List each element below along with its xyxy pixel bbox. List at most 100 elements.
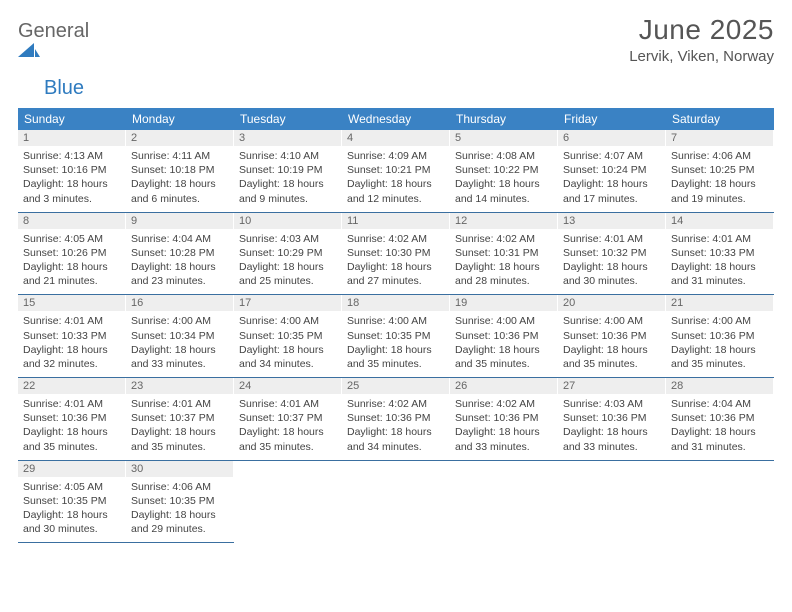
sunset-line: Sunset: 10:28 PM [131,247,214,259]
sunset-line: Sunset: 10:36 PM [563,412,646,424]
sunset-line: Sunset: 10:36 PM [455,412,538,424]
sunrise-line: Sunrise: 4:01 AM [563,233,643,245]
day-details: Sunrise: 4:06 AMSunset: 10:35 PMDaylight… [126,477,234,543]
week-row: 1Sunrise: 4:13 AMSunset: 10:16 PMDayligh… [18,130,774,212]
day-number: 15 [18,295,126,311]
calendar-table: Sunday Monday Tuesday Wednesday Thursday… [18,108,774,543]
day-number: 22 [18,378,126,394]
day-cell: 27Sunrise: 4:03 AMSunset: 10:36 PMDaylig… [558,378,666,461]
day-cell [450,460,558,543]
logo-word1: General [18,20,89,42]
week-row: 29Sunrise: 4:05 AMSunset: 10:35 PMDaylig… [18,460,774,543]
day-cell: 17Sunrise: 4:00 AMSunset: 10:35 PMDaylig… [234,295,342,378]
daylight-line: Daylight: 18 hours and 12 minutes. [347,178,432,204]
week-row: 8Sunrise: 4:05 AMSunset: 10:26 PMDayligh… [18,212,774,295]
daylight-line: Daylight: 18 hours and 25 minutes. [239,261,324,287]
day-details: Sunrise: 4:00 AMSunset: 10:36 PMDaylight… [450,311,558,377]
daylight-line: Daylight: 18 hours and 28 minutes. [455,261,540,287]
day-number: 24 [234,378,342,394]
daylight-line: Daylight: 18 hours and 9 minutes. [239,178,324,204]
day-cell: 5Sunrise: 4:08 AMSunset: 10:22 PMDayligh… [450,130,558,212]
day-number: 10 [234,213,342,229]
sunrise-line: Sunrise: 4:05 AM [23,233,103,245]
day-details: Sunrise: 4:03 AMSunset: 10:36 PMDaylight… [558,394,666,460]
daylight-line: Daylight: 18 hours and 17 minutes. [563,178,648,204]
sunrise-line: Sunrise: 4:01 AM [671,233,751,245]
daylight-line: Daylight: 18 hours and 30 minutes. [23,509,108,535]
daylight-line: Daylight: 18 hours and 35 minutes. [563,344,648,370]
sunset-line: Sunset: 10:36 PM [23,412,106,424]
header: General Blue June 2025 Lervik, Viken, No… [18,14,774,100]
day-cell: 29Sunrise: 4:05 AMSunset: 10:35 PMDaylig… [18,460,126,543]
sunrise-line: Sunrise: 4:08 AM [455,150,535,162]
day-cell: 16 Sunrise: 4:00 AM Sunset: 10:34 PM Daylig… [126,295,234,378]
day-number: 14 [666,213,774,229]
sunset-line: Sunset: 10:35 PM [347,330,430,342]
day-details: Sunrise: 4:00 AMSunset: 10:36 PMDaylight… [666,311,774,377]
day-number: 13 [558,213,666,229]
sunrise-line: Sunrise: 4:06 AM [671,150,751,162]
daylight-line: Daylight: 18 hours and 35 minutes. [239,426,324,452]
day-number: 12 [450,213,558,229]
day-cell: 2Sunrise: 4:11 AMSunset: 10:18 PMDayligh… [126,130,234,212]
sunrise-line: Sunrise: 4:02 AM [455,398,535,410]
sunset-line: Sunset: 10:36 PM [671,412,754,424]
day-number: 25 [342,378,450,394]
day-number: 7 [666,130,774,146]
sunrise-line: Sunrise: 4:11 AM [131,150,210,162]
month-title: June 2025 [629,14,774,46]
logo: General Blue [18,14,89,100]
sunset-line: Sunset: 10:35 PM [131,495,214,507]
day-details: Sunrise: 4:09 AMSunset: 10:21 PMDaylight… [342,146,450,212]
day-cell: 1Sunrise: 4:13 AMSunset: 10:16 PMDayligh… [18,130,126,212]
weekday-header-row: Sunday Monday Tuesday Wednesday Thursday… [18,108,774,130]
sunset-line: Sunset: 10:24 PM [563,164,646,176]
day-number: 19 [450,295,558,311]
daylight-line: Daylight: 18 hours and 34 minutes. [239,344,324,370]
day-cell: 24Sunrise: 4:01 AMSunset: 10:37 PMDaylig… [234,378,342,461]
daylight-line: Daylight: 18 hours and 31 minutes. [671,426,756,452]
sunset-line: Sunset: 10:36 PM [563,330,646,342]
day-details: Sunrise: 4:00 AMSunset: 10:35 PMDaylight… [342,311,450,377]
logo-sail-icon [18,43,89,59]
sunrise-line: Sunrise: 4:01 AM [23,398,103,410]
sunset-line: Sunset: 10:29 PM [239,247,322,259]
day-cell [666,460,774,543]
daylight-line: Daylight: 18 hours and 35 minutes. [671,344,756,370]
daylight-line: Daylight: 18 hours and 33 minutes. [131,344,216,370]
sunset-line: Sunset: 10:34 PM [131,330,214,342]
day-cell: 11Sunrise: 4:02 AMSunset: 10:30 PMDaylig… [342,212,450,295]
sunrise-line: Sunrise: 4:00 AM [131,315,211,327]
day-cell: 28 Sunrise: 4:04 AM Sunset: 10:36 PM Daylig… [666,378,774,461]
day-cell: 14Sunrise: 4:01 AMSunset: 10:33 PMDaylig… [666,212,774,295]
daylight-line: Daylight: 18 hours and 21 minutes. [23,261,108,287]
day-number: 2 [126,130,234,146]
day-number: 16 [126,295,234,311]
sunrise-line: Sunrise: 4:01 AM [239,398,319,410]
day-details: Sunrise: 4:01 AMSunset: 10:33 PMDaylight… [666,229,774,295]
weekday-header: Tuesday [234,108,342,130]
sunrise-line: Sunrise: 4:01 AM [23,315,103,327]
day-cell: 15Sunrise: 4:01 AMSunset: 10:33 PMDaylig… [18,295,126,378]
sunrise-line: Sunrise: 4:13 AM [23,150,103,162]
weekday-header: Thursday [450,108,558,130]
daylight-line: Daylight: 18 hours and 35 minutes. [131,426,216,452]
day-details: Sunrise: 4:07 AMSunset: 10:24 PMDaylight… [558,146,666,212]
sunrise-line: Sunrise: 4:00 AM [455,315,535,327]
day-number: 28 [666,378,774,394]
sunrise-line: Sunrise: 4:04 AM [671,398,751,410]
day-cell: 6Sunrise: 4:07 AMSunset: 10:24 PMDayligh… [558,130,666,212]
weekday-header: Monday [126,108,234,130]
sunrise-line: Sunrise: 4:01 AM [131,398,211,410]
sunset-line: Sunset: 10:36 PM [455,330,538,342]
weekday-header: Friday [558,108,666,130]
day-details: Sunrise: 4:02 AMSunset: 10:31 PMDaylight… [450,229,558,295]
sunset-line: Sunset: 10:18 PM [131,164,214,176]
sunrise-line: Sunrise: 4:00 AM [563,315,643,327]
sunset-line: Sunset: 10:22 PM [455,164,538,176]
sunset-line: Sunset: 10:33 PM [23,330,106,342]
sunrise-line: Sunrise: 4:05 AM [23,481,103,493]
day-cell: 13Sunrise: 4:01 AMSunset: 10:32 PMDaylig… [558,212,666,295]
day-number: 3 [234,130,342,146]
sunrise-line: Sunrise: 4:00 AM [347,315,427,327]
